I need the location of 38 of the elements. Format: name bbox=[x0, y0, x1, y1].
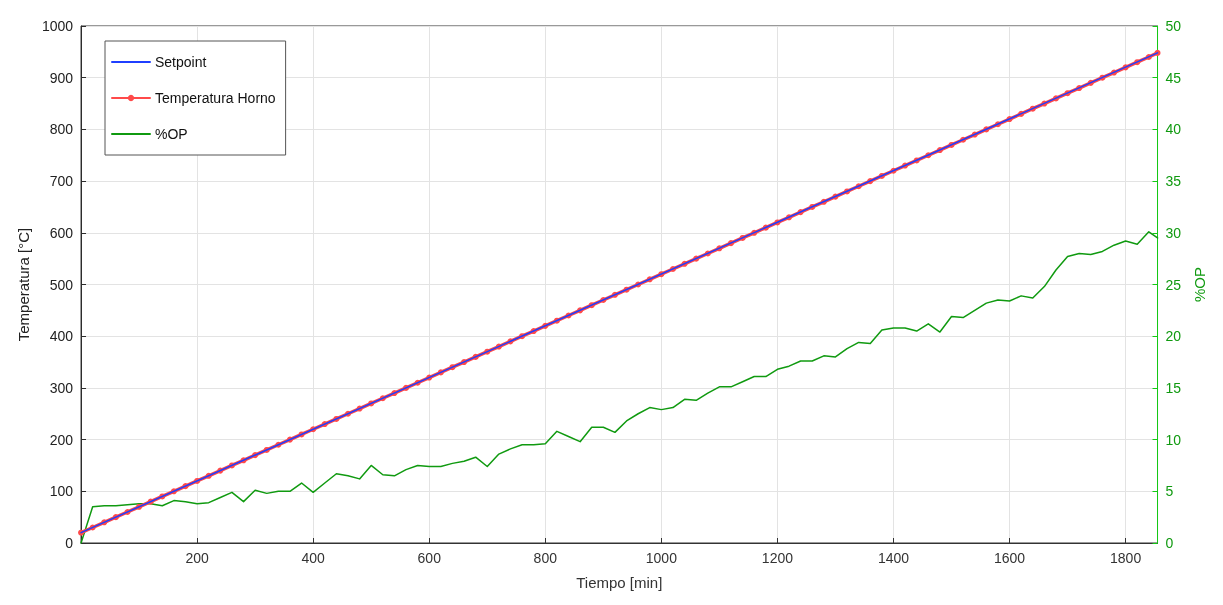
y2-axis-title: %OP bbox=[1191, 266, 1208, 303]
y2-tick-label: 25 bbox=[1165, 276, 1182, 293]
y-tick-label: 800 bbox=[49, 121, 74, 138]
y2-tick-label: 40 bbox=[1165, 121, 1182, 138]
x-tick-label: 1800 bbox=[1110, 550, 1142, 566]
y-tick-label: 100 bbox=[49, 483, 74, 500]
line-series bbox=[80, 231, 1159, 544]
x-axis-title: Tiempo [min] bbox=[576, 574, 663, 591]
y-tick-label: 0 bbox=[65, 535, 74, 551]
y2-tick-label: 20 bbox=[1165, 328, 1182, 345]
y2-tick-label: 45 bbox=[1165, 69, 1182, 86]
y-tick-label: 300 bbox=[49, 379, 74, 396]
y-tick-label: 600 bbox=[49, 224, 74, 241]
y-tick-label: 700 bbox=[49, 173, 74, 190]
y2-tick-label: 0 bbox=[1165, 535, 1174, 551]
x-tick-label: 800 bbox=[533, 550, 558, 566]
y-tick-label: 400 bbox=[49, 328, 74, 345]
y2-tick-label: 10 bbox=[1165, 431, 1182, 448]
x-tick-label: 1200 bbox=[761, 550, 794, 566]
y2-tick-label: 15 bbox=[1165, 379, 1182, 396]
y-axis-title: Temperatura [°C] bbox=[15, 227, 32, 342]
legend-label: Setpoint bbox=[155, 54, 207, 70]
y2-tick-label: 30 bbox=[1165, 224, 1182, 241]
y2-tick-label: 35 bbox=[1165, 173, 1182, 190]
x-tick-label: 200 bbox=[185, 550, 209, 566]
x-tick-label: 600 bbox=[417, 550, 442, 566]
y-tick-label: 900 bbox=[49, 69, 74, 86]
x-tick-label: 1400 bbox=[877, 550, 910, 566]
y-tick-label: 200 bbox=[49, 431, 74, 448]
legend-label: Temperatura Horno bbox=[155, 90, 276, 106]
x-tick-label: 1000 bbox=[645, 550, 678, 566]
legend-label: %OP bbox=[155, 126, 188, 142]
x-tick-label: 1600 bbox=[993, 550, 1026, 566]
y-tick-label: 500 bbox=[49, 276, 74, 293]
y-tick-label: 1000 bbox=[41, 18, 74, 34]
y2-tick-label: 50 bbox=[1165, 18, 1182, 34]
y2-tick-label: 5 bbox=[1165, 483, 1174, 500]
x-tick-label: 400 bbox=[301, 550, 326, 566]
